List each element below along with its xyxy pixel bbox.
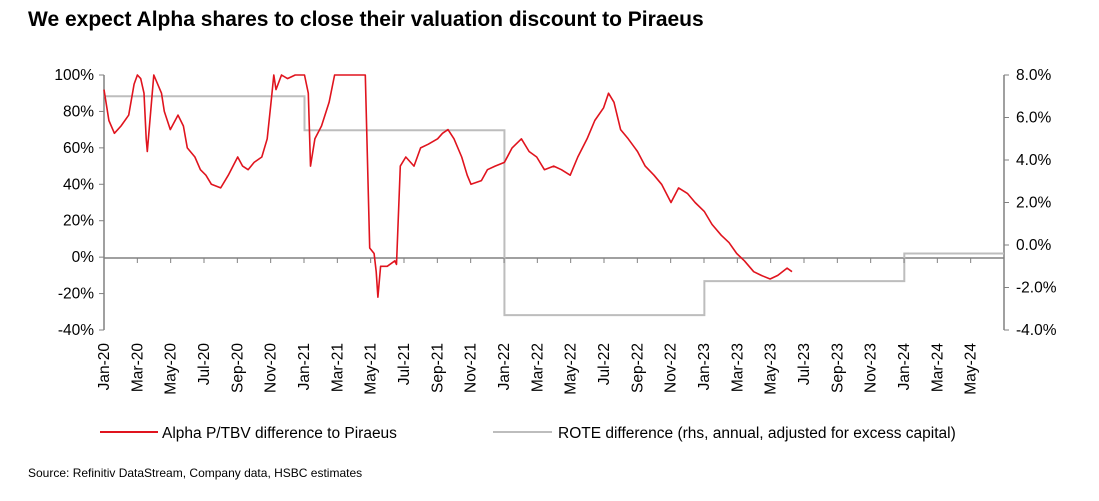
x-tick-label: May-21 xyxy=(363,343,380,395)
source-note: Source: Refinitiv DataStream, Company da… xyxy=(28,466,363,480)
x-tick-label: Nov-22 xyxy=(663,343,680,393)
x-tick-label: Jul-20 xyxy=(196,343,213,386)
left-tick-label: 40% xyxy=(63,176,94,193)
x-tick-label: Nov-23 xyxy=(863,343,880,393)
x-tick-label: Sep-20 xyxy=(229,343,246,393)
x-tick-label: Sep-21 xyxy=(429,343,446,393)
x-tick-label: Mar-21 xyxy=(329,343,346,392)
right-tick-label: 6.0% xyxy=(1016,110,1052,127)
legend-label-rote: ROTE difference (rhs, annual, adjusted f… xyxy=(558,425,956,442)
x-tick-label: Jan-23 xyxy=(696,343,713,390)
left-axis-ticks: 100% 80% 60% 40% 20% 0% -20% -40% xyxy=(54,67,104,339)
chart-axes xyxy=(103,75,1005,330)
x-tick-label: May-24 xyxy=(963,343,980,395)
x-tick-label: Jan-21 xyxy=(296,343,313,390)
x-tick-label: Jan-22 xyxy=(496,343,513,390)
x-tick-label: May-23 xyxy=(763,343,780,395)
x-tick-label: Nov-21 xyxy=(463,343,480,393)
x-tick-label: Mar-20 xyxy=(129,343,146,392)
alpha-ptbv-line xyxy=(103,74,793,298)
left-tick-label: 100% xyxy=(54,67,94,84)
legend-label-alpha: Alpha P/TBV difference to Piraeus xyxy=(162,425,397,442)
x-tick-label: Nov-20 xyxy=(263,343,280,393)
x-tick-label: May-22 xyxy=(563,343,580,395)
right-tick-label: 4.0% xyxy=(1016,152,1052,169)
left-tick-label: 20% xyxy=(63,213,94,230)
x-tick-label: Mar-22 xyxy=(529,343,546,392)
right-tick-label: 0.0% xyxy=(1016,237,1052,254)
left-tick-label: 0% xyxy=(72,249,95,266)
x-tick-label: May-20 xyxy=(163,343,180,395)
right-tick-label: -2.0% xyxy=(1016,280,1057,297)
right-axis-ticks: 8.0% 6.0% 4.0% 2.0% 0.0% -2.0% -4.0% xyxy=(1004,67,1057,339)
left-tick-label: 60% xyxy=(63,140,94,157)
x-tick-label: Sep-22 xyxy=(629,343,646,393)
x-tick-label: Jan-24 xyxy=(896,343,913,391)
legend: Alpha P/TBV difference to Piraeus ROTE d… xyxy=(100,425,956,442)
right-tick-label: 2.0% xyxy=(1016,195,1052,212)
left-tick-label: 80% xyxy=(63,103,94,120)
x-tick-label: Mar-24 xyxy=(929,343,946,392)
x-tick-label: Sep-23 xyxy=(829,343,846,393)
rote-difference-line xyxy=(104,95,1004,317)
x-tick-label: Jul-21 xyxy=(396,343,413,385)
right-tick-label: 8.0% xyxy=(1016,67,1052,84)
x-tick-label: Mar-23 xyxy=(729,343,746,392)
x-axis-ticks: Jan-20 Mar-20 May-20 Jul-20 Sep-20 Nov-20 Jan-… xyxy=(96,258,980,395)
x-tick-label: Jan-20 xyxy=(96,343,113,391)
chart-title: We expect Alpha shares to close their va… xyxy=(28,8,704,31)
right-tick-label: -4.0% xyxy=(1016,322,1057,339)
alpha-ptbv-series xyxy=(103,74,793,298)
left-tick-label: -20% xyxy=(58,286,94,303)
rote-difference-series xyxy=(104,95,1004,317)
x-tick-label: Jul-23 xyxy=(796,343,813,385)
x-tick-label: Jul-22 xyxy=(596,343,613,385)
left-tick-label: -40% xyxy=(58,322,94,339)
